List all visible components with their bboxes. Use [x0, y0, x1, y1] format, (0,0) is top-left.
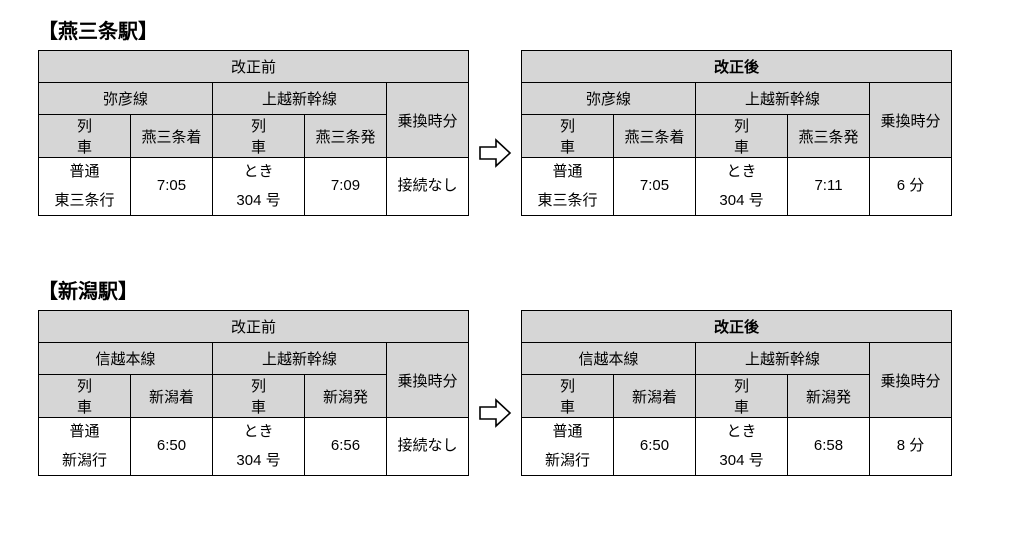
local-train-type: 普通: [552, 423, 582, 440]
before-header: 改正前: [39, 311, 469, 343]
train-col-header: 列 車: [39, 375, 131, 418]
train-col-header: 列 車: [213, 375, 305, 418]
shinkansen-line-label: 上越新幹線: [213, 83, 387, 115]
depart-time: 7:11: [788, 158, 870, 216]
local-train-dest: 東三条行: [537, 192, 597, 209]
transfer-header: 乗換時分: [387, 343, 469, 418]
local-train-cell: 普通 新潟行: [39, 418, 131, 476]
before-header: 改正前: [39, 51, 469, 83]
depart-header: 新潟発: [305, 375, 387, 418]
train-col-header: 列 車: [213, 115, 305, 158]
transfer-time: 接続なし: [387, 418, 469, 476]
arrive-time: 7:05: [131, 158, 213, 216]
shinkansen-cell: とき 304 号: [213, 418, 305, 476]
depart-header: 燕三条発: [788, 115, 870, 158]
local-line-label: 信越本線: [522, 343, 696, 375]
shinkansen-line-label: 上越新幹線: [696, 343, 870, 375]
arrive-header: 燕三条着: [131, 115, 213, 158]
depart-time: 7:09: [305, 158, 387, 216]
shinkansen-cell: とき 304 号: [696, 418, 788, 476]
tables-row: 改正前 信越本線 上越新幹線 乗換時分 列 車 新潟着 列 車 新潟発 普通 新…: [38, 310, 994, 476]
local-train-dest: 新潟行: [62, 452, 107, 469]
after-header-text: 改正後: [714, 319, 759, 336]
arrive-header: 燕三条着: [614, 115, 696, 158]
after-header: 改正後: [522, 51, 952, 83]
depart-time: 6:58: [788, 418, 870, 476]
shinkansen-name: とき: [243, 423, 273, 440]
depart-header: 新潟発: [788, 375, 870, 418]
transfer-time: 6 分: [870, 158, 952, 216]
shinkansen-line-label: 上越新幹線: [696, 83, 870, 115]
local-train-type: 普通: [552, 163, 582, 180]
after-table: 改正後 信越本線 上越新幹線 乗換時分 列 車 新潟着 列 車 新潟発 普通 新…: [521, 310, 952, 476]
local-line-label: 弥彦線: [522, 83, 696, 115]
station-title: 【新潟駅】: [38, 275, 994, 304]
train-col-header: 列 車: [696, 375, 788, 418]
arrive-time: 6:50: [614, 418, 696, 476]
shinkansen-cell: とき 304 号: [696, 158, 788, 216]
local-line-label: 弥彦線: [39, 83, 213, 115]
shinkansen-name: とき: [243, 163, 273, 180]
after-header-text: 改正後: [714, 59, 759, 76]
train-col-header: 列 車: [522, 375, 614, 418]
depart-header: 燕三条発: [305, 115, 387, 158]
after-table: 改正後 弥彦線 上越新幹線 乗換時分 列 車 燕三条着 列 車 燕三条発 普通 …: [521, 50, 952, 216]
shinkansen-name: とき: [726, 423, 756, 440]
shinkansen-number: 304 号: [236, 452, 280, 469]
shinkansen-number: 304 号: [719, 192, 763, 209]
depart-time: 6:56: [305, 418, 387, 476]
arrive-header: 新潟着: [131, 375, 213, 418]
arrive-time: 7:05: [614, 158, 696, 216]
transfer-header: 乗換時分: [870, 83, 952, 158]
shinkansen-name: とき: [726, 163, 756, 180]
transfer-header: 乗換時分: [387, 83, 469, 158]
shinkansen-cell: とき 304 号: [213, 158, 305, 216]
local-train-dest: 東三条行: [54, 192, 114, 209]
station-section: 【新潟駅】 改正前 信越本線 上越新幹線 乗換時分 列 車 新潟着 列 車 新潟…: [38, 275, 994, 476]
local-train-cell: 普通 新潟行: [522, 418, 614, 476]
shinkansen-number: 304 号: [719, 452, 763, 469]
arrow-icon: [469, 98, 521, 168]
train-col-header: 列 車: [522, 115, 614, 158]
local-train-dest: 新潟行: [545, 452, 590, 469]
arrive-time: 6:50: [131, 418, 213, 476]
before-table: 改正前 弥彦線 上越新幹線 乗換時分 列 車 燕三条着 列 車 燕三条発 普通 …: [38, 50, 469, 216]
after-header: 改正後: [522, 311, 952, 343]
train-col-header: 列 車: [39, 115, 131, 158]
local-line-label: 信越本線: [39, 343, 213, 375]
local-train-cell: 普通 東三条行: [39, 158, 131, 216]
shinkansen-number: 304 号: [236, 192, 280, 209]
arrive-header: 新潟着: [614, 375, 696, 418]
tables-row: 改正前 弥彦線 上越新幹線 乗換時分 列 車 燕三条着 列 車 燕三条発 普通 …: [38, 50, 994, 216]
local-train-cell: 普通 東三条行: [522, 158, 614, 216]
train-col-header: 列 車: [696, 115, 788, 158]
transfer-time: 8 分: [870, 418, 952, 476]
station-section: 【燕三条駅】 改正前 弥彦線 上越新幹線 乗換時分 列 車 燕三条着 列 車 燕…: [38, 15, 994, 216]
shinkansen-line-label: 上越新幹線: [213, 343, 387, 375]
transfer-header: 乗換時分: [870, 343, 952, 418]
local-train-type: 普通: [69, 423, 99, 440]
local-train-type: 普通: [69, 163, 99, 180]
before-table: 改正前 信越本線 上越新幹線 乗換時分 列 車 新潟着 列 車 新潟発 普通 新…: [38, 310, 469, 476]
station-title: 【燕三条駅】: [38, 15, 994, 44]
arrow-icon: [469, 358, 521, 428]
transfer-time: 接続なし: [387, 158, 469, 216]
